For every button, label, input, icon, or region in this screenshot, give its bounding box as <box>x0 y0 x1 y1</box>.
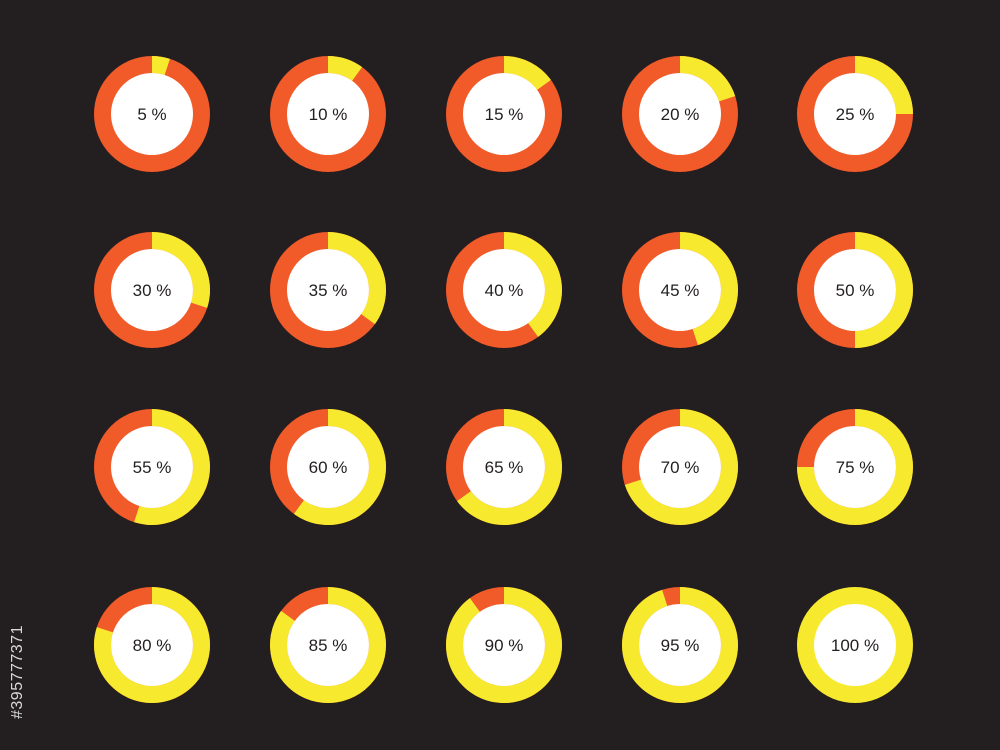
donut-label: 25 % <box>836 105 875 124</box>
donut-label: 95 % <box>661 636 700 655</box>
donut-65: 65 % <box>446 409 562 525</box>
donut-ring-filled <box>457 409 562 525</box>
donut-label: 90 % <box>485 636 524 655</box>
donut-5: 5 % <box>94 56 210 172</box>
donut-ring-filled <box>797 409 913 525</box>
donut-label: 50 % <box>836 281 875 300</box>
donut-center <box>814 604 896 686</box>
donut-center <box>814 73 896 155</box>
donut-70: 70 % <box>622 409 739 525</box>
donut-60: 60 % <box>270 408 386 525</box>
donut-ring-filled <box>134 409 211 526</box>
donut-center <box>463 604 545 686</box>
donut-label: 75 % <box>836 458 875 477</box>
donut-center <box>814 426 896 508</box>
donut-ring-filled <box>624 409 739 525</box>
donut-ring-filled <box>680 56 736 102</box>
donut-15: 15 % <box>446 56 562 172</box>
donut-label: 5 % <box>137 105 166 124</box>
donut-80: 80 % <box>94 587 211 703</box>
donut-90: 90 % <box>446 587 562 703</box>
donut-center <box>111 604 193 686</box>
donut-label: 15 % <box>485 105 524 124</box>
donut-95: 95 % <box>622 587 739 703</box>
donut-50: 50 % <box>797 232 913 348</box>
donut-center <box>287 426 369 508</box>
donut-label: 100 % <box>831 636 879 655</box>
donut-center <box>639 426 721 508</box>
donut-ring-filled <box>504 56 551 90</box>
donut-ring-filled <box>446 587 562 703</box>
donut-ring-filled <box>622 587 739 703</box>
donut-label: 80 % <box>133 636 172 655</box>
donut-label: 20 % <box>661 105 700 124</box>
donut-label: 55 % <box>133 458 172 477</box>
donut-label: 30 % <box>133 281 172 300</box>
donut-ring-filled <box>152 232 210 308</box>
donut-label: 65 % <box>485 458 524 477</box>
donut-ring-filled <box>680 232 738 346</box>
donut-100: 100 % <box>797 587 913 703</box>
donut-ring-filled <box>855 232 913 348</box>
donut-ring-filled <box>293 408 386 525</box>
donut-center <box>639 73 721 155</box>
stock-id-label: #395777371 <box>9 625 26 719</box>
donut-ring-filled <box>504 232 562 337</box>
donut-center <box>639 604 721 686</box>
donut-center <box>814 249 896 331</box>
donut-ring-filled <box>328 56 363 81</box>
donut-label: 40 % <box>485 281 524 300</box>
stock-id-text: #395777371 <box>9 625 26 719</box>
donut-center <box>463 73 545 155</box>
donut-ring-filled <box>855 56 913 114</box>
donut-55: 55 % <box>94 409 211 526</box>
donut-center <box>111 426 193 508</box>
donut-label: 35 % <box>309 281 348 300</box>
donut-10: 10 % <box>270 56 386 172</box>
donut-center <box>463 249 545 331</box>
donut-center <box>111 249 193 331</box>
donut-label: 70 % <box>661 458 700 477</box>
donut-label: 85 % <box>309 636 348 655</box>
donut-label: 60 % <box>309 458 348 477</box>
donut-ring-filled <box>94 587 211 703</box>
donut-ring-filled <box>270 587 387 704</box>
donut-30: 30 % <box>94 232 210 348</box>
donut-85: 85 % <box>270 587 387 704</box>
donut-center <box>287 73 369 155</box>
donut-25: 25 % <box>797 56 913 172</box>
donut-label: 45 % <box>661 281 700 300</box>
donut-center <box>463 426 545 508</box>
donut-ring-filled <box>328 232 386 325</box>
donut-ring-filled <box>152 56 170 76</box>
donut-center <box>111 73 193 155</box>
donut-45: 45 % <box>622 232 738 348</box>
donut-40: 40 % <box>446 232 562 348</box>
donut-center <box>287 249 369 331</box>
donut-75: 75 % <box>797 409 913 525</box>
donut-20: 20 % <box>622 56 738 172</box>
donut-label: 10 % <box>309 105 348 124</box>
donut-35: 35 % <box>270 232 386 348</box>
donut-center <box>639 249 721 331</box>
donut-center <box>287 604 369 686</box>
